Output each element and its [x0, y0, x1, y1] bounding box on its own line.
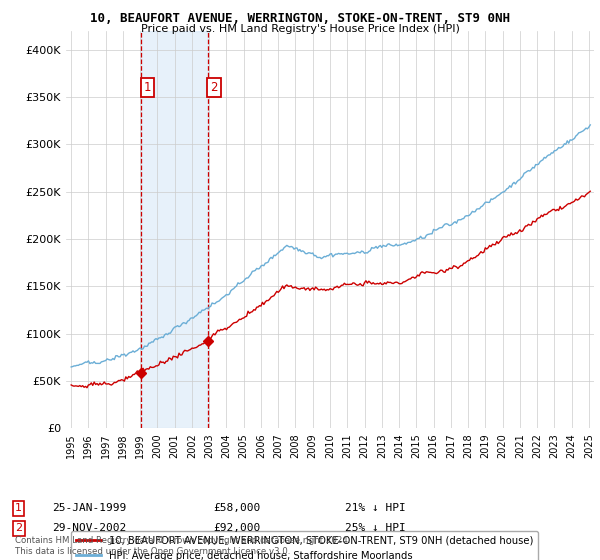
Text: 25-JAN-1999: 25-JAN-1999 — [52, 503, 127, 514]
Text: 21% ↓ HPI: 21% ↓ HPI — [345, 503, 406, 514]
Text: £58,000: £58,000 — [213, 503, 260, 514]
Text: 25% ↓ HPI: 25% ↓ HPI — [345, 523, 406, 533]
Text: 10, BEAUFORT AVENUE, WERRINGTON, STOKE-ON-TRENT, ST9 0NH: 10, BEAUFORT AVENUE, WERRINGTON, STOKE-O… — [90, 12, 510, 25]
Text: 29-NOV-2002: 29-NOV-2002 — [52, 523, 127, 533]
Text: 1: 1 — [144, 81, 151, 94]
Bar — [142, 31, 208, 428]
Text: Price paid vs. HM Land Registry's House Price Index (HPI): Price paid vs. HM Land Registry's House … — [140, 24, 460, 34]
Text: 1: 1 — [15, 503, 22, 514]
Legend: 10, BEAUFORT AVENUE, WERRINGTON, STOKE-ON-TRENT, ST9 0NH (detached house), HPI: : 10, BEAUFORT AVENUE, WERRINGTON, STOKE-O… — [71, 531, 538, 560]
Text: £92,000: £92,000 — [213, 523, 260, 533]
Text: 2: 2 — [15, 523, 22, 533]
Text: 2: 2 — [210, 81, 218, 94]
Text: Contains HM Land Registry data © Crown copyright and database right 2024.
This d: Contains HM Land Registry data © Crown c… — [15, 536, 350, 556]
